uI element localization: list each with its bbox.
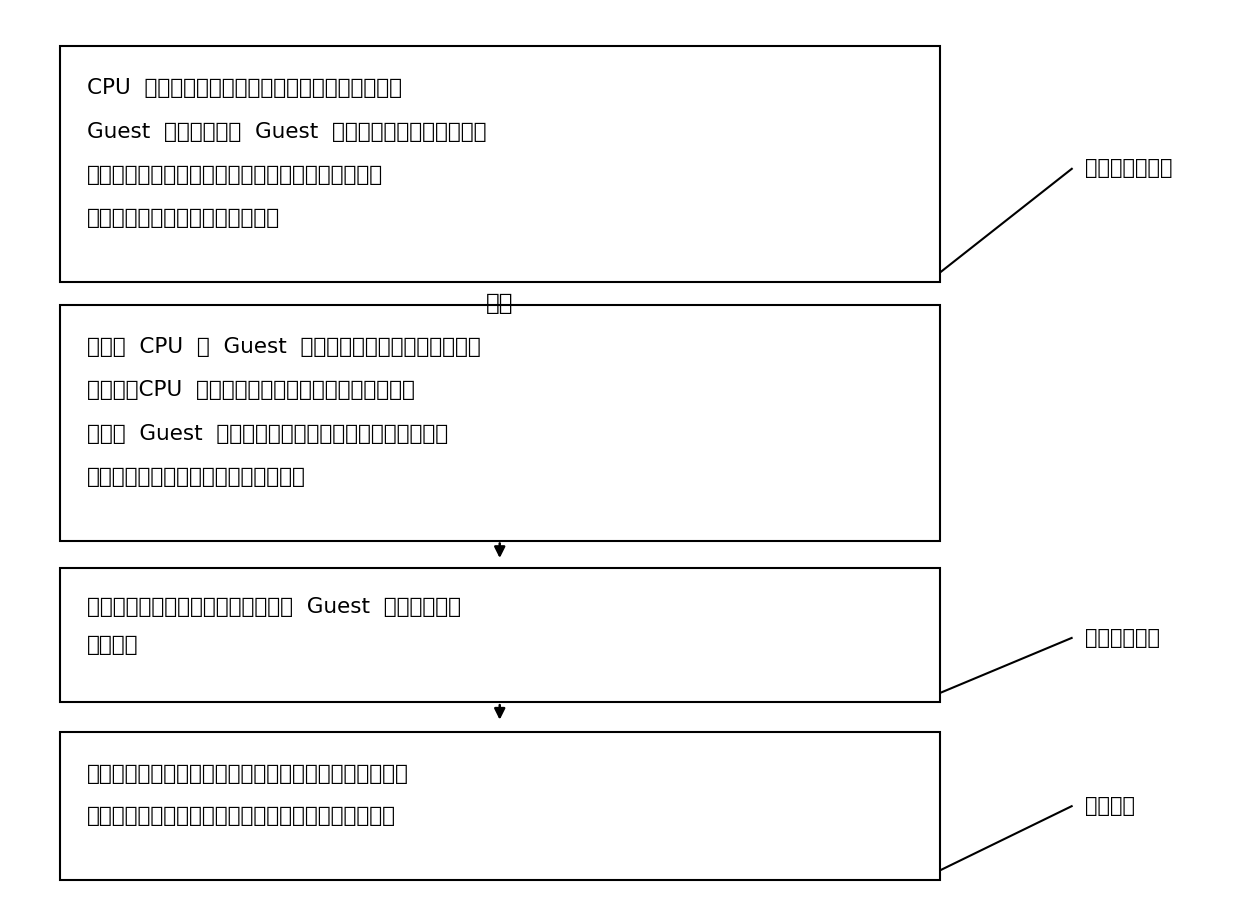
- Text: 用层进入内核层必须访问的寄存器: 用层进入内核层必须访问的寄存器: [87, 208, 280, 228]
- Text: Guest  模式运行；将  Guest  模式的特定寄存器的值替换: Guest 模式运行；将 Guest 模式的特定寄存器的值替换: [87, 122, 486, 141]
- Text: 统置于  Guest  模式运行；所述特定寄存器为系统调用时: 统置于 Guest 模式运行；所述特定寄存器为系统调用时: [87, 423, 448, 444]
- Text: CPU  开启硬件虚拟化功能，将当前的操作系统置于: CPU 开启硬件虚拟化功能，将当前的操作系统置于: [87, 79, 402, 98]
- Bar: [60, 46, 940, 282]
- Text: 检测步骤: 检测步骤: [1085, 796, 1135, 816]
- Bar: [60, 305, 940, 541]
- Text: 或，: 或，: [486, 292, 513, 314]
- Bar: [60, 732, 940, 880]
- Text: 行检测，自动识别出所述待检测软件是否含有恶意代码: 行检测，自动识别出所述待检测软件是否含有恶意代码: [87, 807, 396, 826]
- Text: 利用预先构建的恶意代码行为检测模型对所述行为集合进: 利用预先构建的恶意代码行为检测模型对所述行为集合进: [87, 763, 409, 784]
- Text: 初始化  CPU  在  Guest  模式的特定寄存器的值为第一监: 初始化 CPU 在 Guest 模式的特定寄存器的值为第一监: [87, 337, 481, 357]
- Bar: [60, 568, 940, 702]
- Text: 开启和替换步骤: 开启和替换步骤: [1085, 158, 1173, 178]
- Text: 听函数；CPU  开启硬件虚拟化功能，将当前的操作系: 听函数；CPU 开启硬件虚拟化功能，将当前的操作系: [87, 381, 414, 400]
- Text: 第一收集步骤: 第一收集步骤: [1085, 627, 1159, 648]
- Text: 所述第一监听函数收集待检测软件在  Guest  模式运行时的: 所述第一监听函数收集待检测软件在 Guest 模式运行时的: [87, 597, 461, 617]
- Text: 行为集合: 行为集合: [87, 635, 139, 654]
- Text: 为第一监听函数；所述特定寄存器为系统调用时从应: 为第一监听函数；所述特定寄存器为系统调用时从应: [87, 164, 383, 185]
- Text: 从应用层进入内核层必须访问的寄存器: 从应用层进入内核层必须访问的寄存器: [87, 467, 306, 487]
